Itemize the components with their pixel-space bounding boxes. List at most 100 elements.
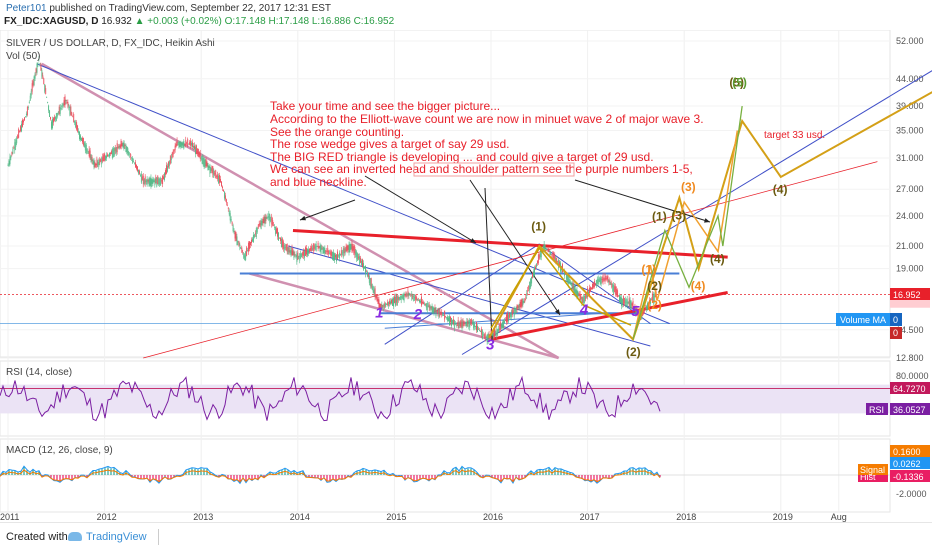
price-tick-label: 19.000 — [896, 264, 924, 274]
candle-body — [469, 319, 471, 328]
candle-body — [514, 309, 516, 312]
candle-body — [198, 151, 200, 158]
orange-wave-label: (3) — [681, 180, 696, 194]
candle-body — [112, 148, 114, 158]
olive-wave-label: (3) — [671, 209, 686, 223]
candle-body — [237, 241, 239, 243]
candle-body — [118, 145, 120, 150]
candle-body — [604, 273, 606, 282]
candle-body — [479, 331, 481, 332]
candle-body — [378, 299, 380, 308]
chart-canvas[interactable]: 52.000 44.000 39.000 35.000 31.000 27.000 24.0… — [0, 30, 932, 522]
candle-body — [409, 294, 411, 296]
footer-separator — [158, 529, 159, 545]
candle-body — [29, 95, 31, 101]
time-tick-label: Aug — [831, 512, 847, 522]
candle-body — [493, 328, 495, 337]
candle-body — [419, 299, 421, 303]
arrow-to-wedge-head — [300, 215, 306, 221]
candle-body — [167, 162, 169, 168]
candle-body — [278, 232, 279, 241]
candle-body — [458, 322, 460, 329]
candle-body — [165, 170, 166, 175]
candle-body — [203, 157, 205, 167]
candle-body — [556, 257, 558, 263]
candle-body — [653, 294, 655, 303]
candle-body — [430, 306, 432, 309]
candle-body — [344, 248, 346, 254]
candle-body — [367, 274, 369, 277]
candle-body — [13, 147, 15, 149]
candle-body — [464, 323, 466, 325]
candle-body — [429, 305, 431, 310]
candle-body — [16, 137, 18, 144]
candle-body — [403, 293, 405, 301]
candle-body — [51, 121, 52, 129]
macd-indicator — [0, 465, 890, 485]
candle-body — [247, 250, 249, 252]
candle-body — [574, 286, 576, 296]
candle-body — [252, 234, 254, 243]
candle-body — [454, 323, 456, 325]
candle-body — [58, 106, 60, 114]
candle-body — [499, 324, 501, 330]
candle-body — [637, 310, 639, 315]
time-tick-label: 2014 — [290, 512, 310, 522]
candle-body — [552, 252, 554, 259]
candle-body — [583, 295, 585, 305]
candle-body — [49, 110, 51, 117]
candle-body — [45, 88, 47, 95]
candle-body — [482, 334, 484, 336]
candle-body — [224, 195, 226, 200]
candle-body — [410, 293, 412, 296]
candle-body — [337, 251, 338, 260]
candle-body — [573, 285, 575, 294]
candle-body — [567, 275, 569, 285]
arrow-to-wedge — [299, 199, 356, 221]
candle-body — [14, 142, 16, 151]
tradingview-logo[interactable]: TradingView — [68, 531, 147, 543]
candle-body — [568, 279, 570, 283]
rsi-name-tag — [866, 403, 888, 415]
candle-body — [204, 159, 206, 167]
candle-body — [439, 308, 441, 316]
candle-body — [622, 296, 624, 305]
candle-body — [494, 329, 496, 336]
candle-body — [69, 106, 71, 115]
candle-body — [398, 297, 400, 301]
candle-body — [154, 178, 156, 186]
candle-body — [17, 135, 19, 139]
candle-body — [315, 244, 317, 251]
olive-wave-label: (4) — [773, 182, 788, 196]
author-link[interactable]: Peter101 — [6, 3, 47, 14]
candle-body — [187, 139, 189, 147]
candle-body — [110, 151, 112, 155]
candle-body — [593, 281, 595, 287]
candle-body — [70, 106, 72, 116]
candle-body — [156, 177, 158, 187]
candle-body — [95, 163, 97, 166]
candle-body — [34, 73, 36, 79]
candle-body — [476, 322, 478, 331]
candle-body — [188, 143, 190, 145]
candle-body — [31, 83, 33, 92]
price-tick-label: 12.800 — [896, 353, 924, 363]
symbol-name: FX_IDC:XAGUSD, D — [4, 16, 99, 27]
time-tick-label: 2013 — [193, 512, 213, 522]
green-wave-label: (5) — [732, 76, 747, 90]
candle-body — [289, 250, 291, 253]
candle-body — [299, 253, 301, 261]
candle-body — [557, 261, 559, 263]
candle-body — [82, 137, 84, 146]
candle-body — [468, 320, 470, 327]
candle-body — [369, 278, 371, 286]
macd-tick-low: -2.0000 — [896, 489, 927, 499]
candle-body — [399, 297, 401, 300]
candle-body — [182, 141, 184, 148]
price-tick-label: 24.000 — [896, 211, 924, 221]
candle-body — [308, 249, 309, 254]
candle-body — [521, 298, 523, 307]
candle-body — [55, 113, 57, 121]
candle-body — [467, 321, 469, 325]
price-pane[interactable] — [0, 30, 891, 358]
